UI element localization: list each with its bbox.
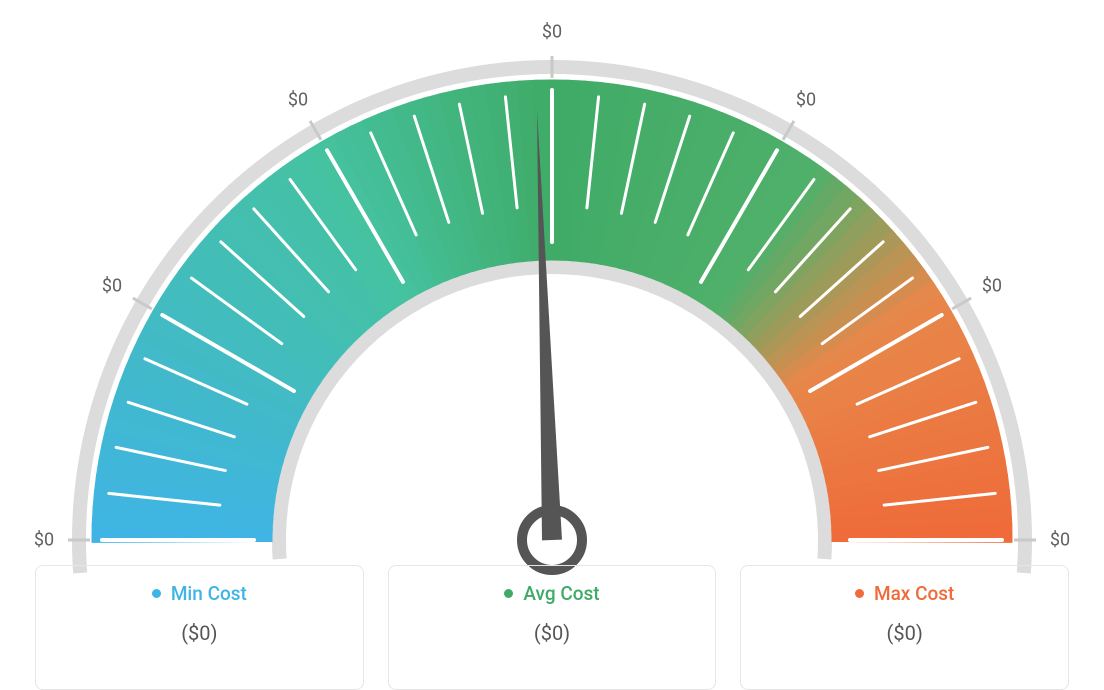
legend-row: Min Cost ($0) Avg Cost ($0) Max Cost ($0… xyxy=(35,565,1069,690)
legend-dot-avg xyxy=(504,589,513,598)
legend-dot-min xyxy=(152,589,161,598)
legend-value-avg: ($0) xyxy=(399,621,706,645)
gauge-tick-label: $0 xyxy=(1050,530,1070,551)
gauge-svg xyxy=(52,20,1052,580)
legend-card-avg: Avg Cost ($0) xyxy=(388,565,717,690)
gauge-tick-label: $0 xyxy=(542,22,562,43)
legend-label-max: Max Cost xyxy=(874,582,954,605)
legend-value-min: ($0) xyxy=(46,621,353,645)
gauge-chart: $0$0$0$0$0$0$0 xyxy=(52,20,1052,580)
gauge-tick-label: $0 xyxy=(34,530,54,551)
legend-title-min: Min Cost xyxy=(152,582,247,605)
legend-card-max: Max Cost ($0) xyxy=(740,565,1069,690)
gauge-tick-label: $0 xyxy=(102,276,122,297)
legend-card-min: Min Cost ($0) xyxy=(35,565,364,690)
legend-title-max: Max Cost xyxy=(855,582,954,605)
gauge-tick-label: $0 xyxy=(982,276,1002,297)
legend-label-min: Min Cost xyxy=(171,582,247,605)
legend-label-avg: Avg Cost xyxy=(523,582,599,605)
legend-dot-max xyxy=(855,589,864,598)
gauge-tick-label: $0 xyxy=(288,90,308,111)
gauge-tick-label: $0 xyxy=(796,90,816,111)
legend-value-max: ($0) xyxy=(751,621,1058,645)
legend-title-avg: Avg Cost xyxy=(504,582,599,605)
